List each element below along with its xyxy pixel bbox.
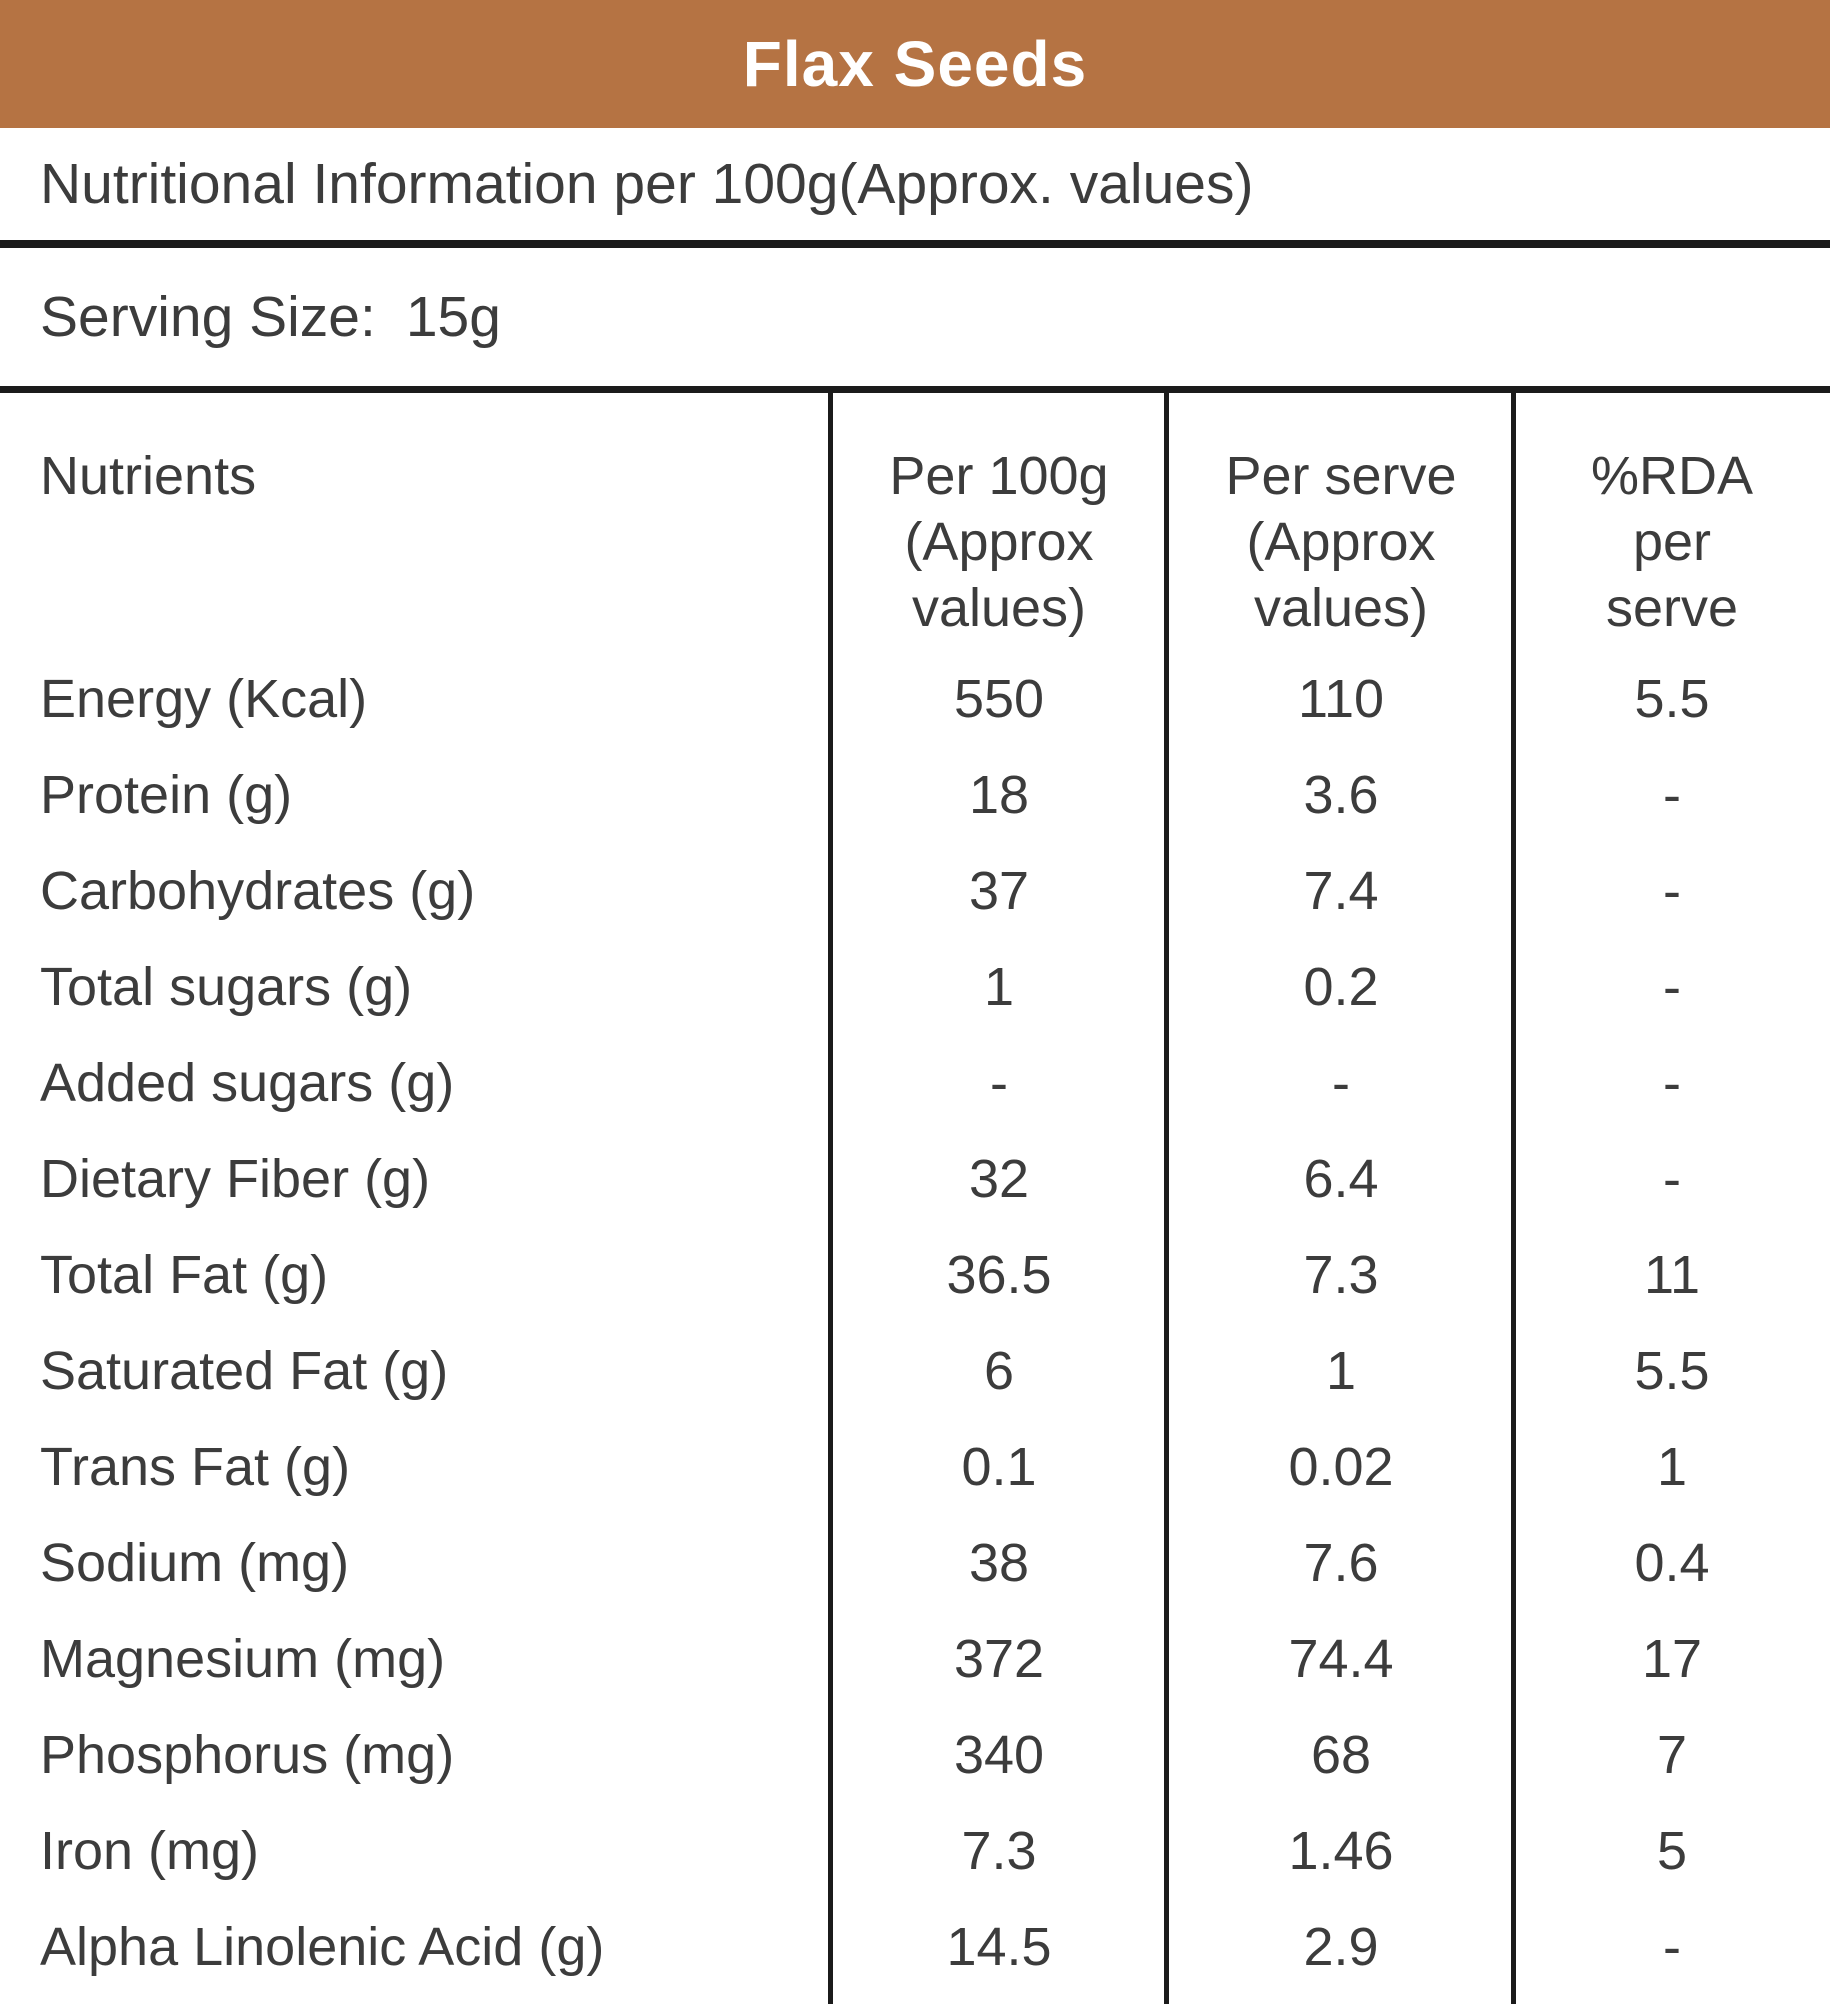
nutrient-name: Added sugars (g) [40, 1053, 455, 1113]
nutrition-table: Nutrients Per 100g (Approx values) Per s… [0, 393, 1830, 2004]
nutrient-name: Carbohydrates (g) [40, 861, 476, 921]
value-per-serve: 1 [1325, 1341, 1357, 1401]
value-per-100g: 38 [968, 1533, 1030, 1593]
value-per-100g: 37 [968, 861, 1030, 921]
table-row: Trans Fat (g) 0.1 0.02 1 [0, 1419, 1830, 1515]
value-per-serve: 6.4 [1303, 1149, 1379, 1209]
table-row: Phosphorus (mg) 340 68 7 [0, 1707, 1830, 1803]
value-per-serve: 110 [1297, 669, 1385, 729]
value-per-100g: 14.5 [946, 1917, 1052, 1977]
value-rda: 1 [1656, 1437, 1688, 1497]
value-rda: 0.4 [1634, 1533, 1710, 1593]
nutrient-name: Sodium (mg) [40, 1533, 350, 1593]
table-row: Total sugars (g) 1 0.2 - [0, 939, 1830, 1035]
column-divider [1164, 393, 1169, 2004]
value-rda: 7 [1656, 1725, 1688, 1785]
nutrient-name: Iron (mg) [40, 1821, 260, 1881]
nutrient-name: Dietary Fiber (g) [40, 1149, 431, 1209]
value-rda: 11 [1643, 1245, 1701, 1305]
table-row: Energy (Kcal) 550 110 5.5 [0, 651, 1830, 747]
value-per-serve: 2.9 [1303, 1917, 1379, 1977]
nutrient-name: Magnesium (mg) [40, 1629, 446, 1689]
value-per-100g: 372 [953, 1629, 1045, 1689]
value-rda: - [1663, 765, 1681, 825]
nutrient-name: Protein (g) [40, 765, 293, 825]
nutrient-name: Total Fat (g) [40, 1245, 329, 1305]
value-per-100g: 7.3 [961, 1821, 1037, 1881]
table-row: Sodium (mg) 38 7.6 0.4 [0, 1515, 1830, 1611]
table-row: Iron (mg) 7.3 1.46 5 [0, 1803, 1830, 1899]
value-per-serve: 74.4 [1288, 1629, 1394, 1689]
value-per-serve: - [1332, 1053, 1350, 1113]
value-rda: - [1663, 957, 1681, 1017]
table-row: Magnesium (mg) 372 74.4 17 [0, 1611, 1830, 1707]
value-rda: - [1663, 861, 1681, 921]
value-rda: 5.5 [1634, 669, 1710, 729]
value-per-serve: 0.02 [1288, 1437, 1394, 1497]
value-per-100g: 1 [983, 957, 1015, 1017]
value-per-100g: 0.1 [961, 1437, 1037, 1497]
value-per-serve: 7.6 [1303, 1533, 1379, 1593]
value-rda: 5 [1656, 1821, 1688, 1881]
value-per-100g: 36.5 [946, 1245, 1052, 1305]
value-per-100g: 340 [953, 1725, 1045, 1785]
nutrition-info-band: Nutritional Information per 100g(Approx.… [0, 128, 1830, 248]
value-per-serve: 1.46 [1288, 1821, 1394, 1881]
value-per-serve: 3.6 [1303, 765, 1379, 825]
column-divider [828, 393, 833, 2004]
nutrient-name: Energy (Kcal) [40, 669, 368, 729]
column-divider [1511, 393, 1516, 2004]
column-header-per-serve: Per serve (Approx values) [1225, 446, 1457, 638]
nutrient-name: Total sugars (g) [40, 957, 413, 1017]
nutrient-name: Alpha Linolenic Acid (g) [40, 1917, 605, 1977]
value-rda: 5.5 [1634, 1341, 1710, 1401]
value-per-100g: 6 [983, 1341, 1015, 1401]
nutrient-name: Saturated Fat (g) [40, 1341, 449, 1401]
value-per-serve: 68 [1310, 1725, 1372, 1785]
column-header-per-100g: Per 100g (Approx values) [889, 446, 1109, 638]
table-header-row: Nutrients Per 100g (Approx values) Per s… [0, 393, 1830, 651]
value-rda: - [1663, 1053, 1681, 1113]
value-per-100g: - [990, 1053, 1008, 1113]
value-per-serve: 7.4 [1303, 861, 1379, 921]
table-row: Dietary Fiber (g) 32 6.4 - [0, 1131, 1830, 1227]
value-per-100g: 550 [953, 669, 1045, 729]
product-banner: Flax Seeds [0, 0, 1830, 128]
serving-size-row: Serving Size: 15g [0, 248, 1830, 393]
serving-size-value: 15g [405, 285, 501, 349]
column-header-nutrients: Nutrients [40, 446, 257, 506]
serving-size-label: Serving Size: [40, 285, 376, 349]
nutrient-name: Trans Fat (g) [40, 1437, 351, 1497]
value-rda: - [1663, 1917, 1681, 1977]
column-header-rda: %RDA per serve [1590, 446, 1754, 638]
table-row: Protein (g) 18 3.6 - [0, 747, 1830, 843]
table-row: Saturated Fat (g) 6 1 5.5 [0, 1323, 1830, 1419]
value-rda: - [1663, 1149, 1681, 1209]
value-per-serve: 0.2 [1303, 957, 1379, 1017]
value-per-100g: 32 [968, 1149, 1030, 1209]
value-rda: 17 [1641, 1629, 1703, 1689]
table-row: Total Fat (g) 36.5 7.3 11 [0, 1227, 1830, 1323]
value-per-100g: 18 [968, 765, 1030, 825]
nutrition-info-heading: Nutritional Information per 100g(Approx.… [40, 152, 1254, 216]
nutrient-name: Phosphorus (mg) [40, 1725, 455, 1785]
table-row: Added sugars (g) - - - [0, 1035, 1830, 1131]
value-per-serve: 7.3 [1303, 1245, 1379, 1305]
table-row: Carbohydrates (g) 37 7.4 - [0, 843, 1830, 939]
table-row: Alpha Linolenic Acid (g) 14.5 2.9 - [0, 1899, 1830, 1995]
product-title: Flax Seeds [742, 28, 1088, 100]
